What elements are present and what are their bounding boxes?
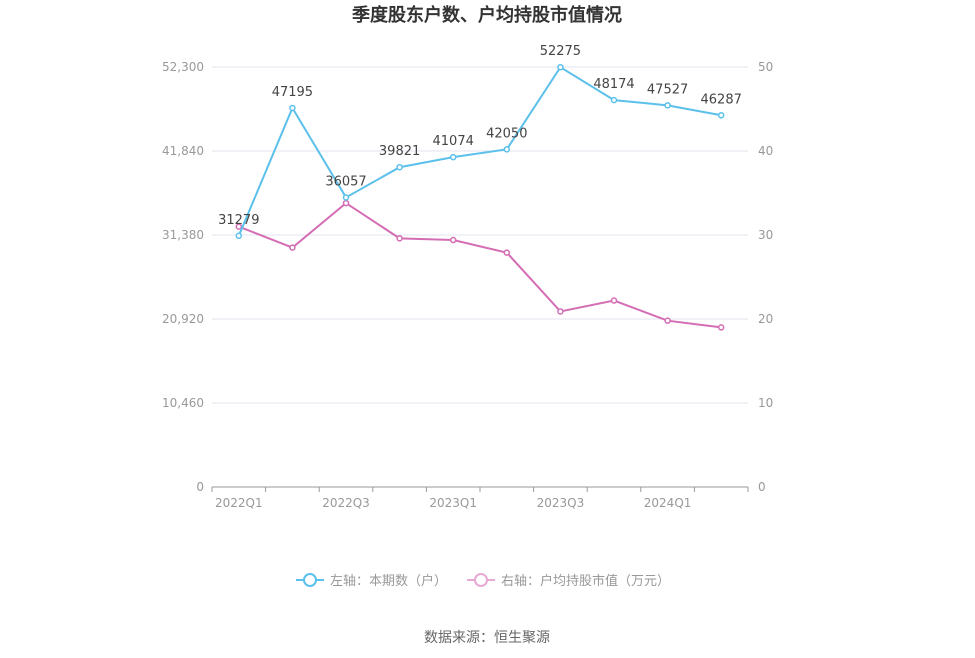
data-point[interactable] xyxy=(503,249,511,256)
x-axis: 2022Q1 2022Q3 2023Q1 2023Q3 2024Q1 xyxy=(211,486,749,510)
right-tick-label: 0 xyxy=(758,480,766,494)
data-point[interactable] xyxy=(235,232,243,240)
data-point[interactable] xyxy=(557,308,564,315)
data-point[interactable] xyxy=(342,194,350,201)
right-tick-label: 40 xyxy=(758,144,773,158)
series-group: 31279 47195 36057 39821 41074 42050 52275 48174… xyxy=(218,44,742,331)
data-point[interactable] xyxy=(717,112,725,119)
data-label: 39821 xyxy=(379,144,420,159)
legend-item-left[interactable]: 左轴：本期数（户） xyxy=(296,573,447,589)
legend-item-right[interactable]: 右轴：户均持股市值（万元） xyxy=(467,573,670,589)
data-label: 52275 xyxy=(540,44,581,59)
data-label: 47195 xyxy=(272,85,313,100)
data-label: 31279 xyxy=(218,213,259,228)
data-point[interactable] xyxy=(289,104,296,112)
series-line-right xyxy=(238,201,722,329)
data-point[interactable] xyxy=(557,63,564,71)
right-axis-ticks: 0 10 20 30 40 50 xyxy=(758,60,773,494)
series-right xyxy=(235,199,725,331)
right-tick-label: 20 xyxy=(758,312,773,326)
series-line-left xyxy=(237,65,722,237)
chart-title: 季度股东户数、户均持股市值情况 xyxy=(352,4,622,26)
data-label: 46287 xyxy=(701,92,742,107)
data-point[interactable] xyxy=(449,236,457,244)
legend-label-right: 右轴：户均持股市值（万元） xyxy=(501,573,670,589)
data-point[interactable] xyxy=(449,153,457,161)
data-point[interactable] xyxy=(289,244,296,251)
data-point[interactable] xyxy=(503,146,511,153)
right-tick-label: 50 xyxy=(758,60,773,74)
x-tick-label: 2022Q1 xyxy=(215,496,263,510)
data-point[interactable] xyxy=(610,297,618,304)
legend-marker-left xyxy=(303,573,317,587)
data-label: 42050 xyxy=(486,126,527,141)
left-tick-label: 31,380 xyxy=(162,228,204,242)
right-tick-label: 10 xyxy=(758,396,773,410)
x-tick-label: 2023Q3 xyxy=(537,496,585,510)
data-point[interactable] xyxy=(664,102,671,109)
data-label: 47527 xyxy=(647,82,688,97)
legend-marker-right xyxy=(474,573,488,587)
right-tick-label: 30 xyxy=(758,228,773,242)
left-tick-label: 10,460 xyxy=(162,396,204,410)
data-point[interactable] xyxy=(235,223,243,230)
data-label: 41074 xyxy=(433,134,474,149)
left-tick-label: 0 xyxy=(196,480,204,494)
series-left: 31279 47195 36057 39821 41074 42050 52275 48174… xyxy=(218,44,742,240)
x-tick-label: 2022Q3 xyxy=(322,496,370,510)
data-point[interactable] xyxy=(342,199,350,207)
left-axis-ticks: 0 10,460 20,920 31,380 41,840 52,300 xyxy=(162,60,204,494)
legend[interactable]: 左轴：本期数（户） 右轴：户均持股市值（万元） xyxy=(296,573,670,589)
data-point[interactable] xyxy=(664,317,671,324)
data-point[interactable] xyxy=(717,324,725,331)
left-tick-label: 20,920 xyxy=(162,312,204,326)
grid-lines xyxy=(212,66,748,404)
left-tick-label: 52,300 xyxy=(162,60,204,74)
data-label: 36057 xyxy=(325,174,366,189)
data-point[interactable] xyxy=(396,163,403,171)
data-label: 48174 xyxy=(593,77,634,92)
data-source: 数据来源：恒生聚源 xyxy=(424,630,550,646)
data-point[interactable] xyxy=(610,96,618,104)
x-tick-label: 2023Q1 xyxy=(429,496,477,510)
x-tick-label: 2024Q1 xyxy=(644,496,692,510)
legend-label-left: 左轴：本期数（户） xyxy=(330,573,447,589)
left-tick-label: 41,840 xyxy=(162,144,204,158)
data-point[interactable] xyxy=(396,235,403,242)
